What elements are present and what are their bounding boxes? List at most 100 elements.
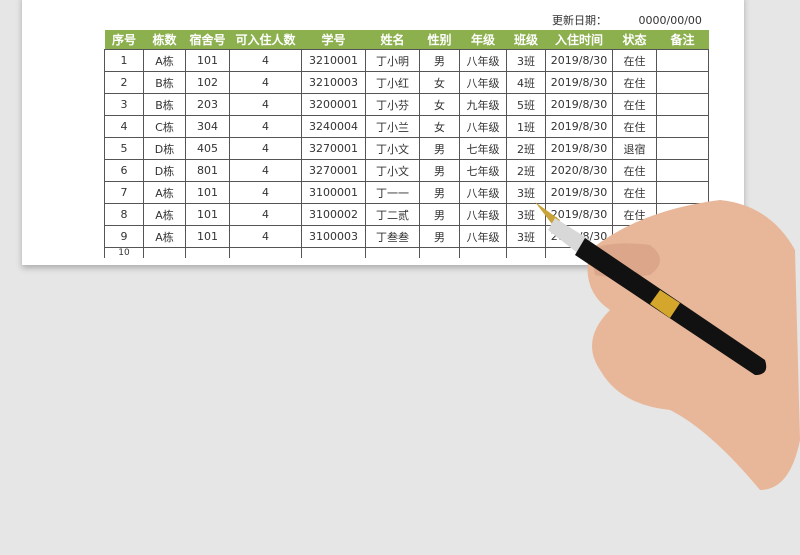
column-header[interactable]: 备注 xyxy=(656,30,709,50)
table-cell[interactable]: 3班 xyxy=(506,49,546,72)
table-cell[interactable]: 2019/8/30 xyxy=(545,49,613,72)
table-cell[interactable]: 2019/8/30 xyxy=(545,137,613,160)
table-cell[interactable]: 304 xyxy=(185,115,230,138)
table-cell[interactable]: 102 xyxy=(185,71,230,94)
table-cell[interactable]: 101 xyxy=(185,49,230,72)
table-cell[interactable]: 2020/8/30 xyxy=(545,159,613,182)
table-cell[interactable]: 4 xyxy=(229,159,302,182)
table-cell[interactable]: 在住 xyxy=(612,159,657,182)
column-header[interactable]: 可入住人数 xyxy=(229,30,302,50)
table-cell[interactable]: 3100001 xyxy=(301,181,366,204)
table-cell[interactable]: 101 xyxy=(185,181,230,204)
table-cell[interactable]: 退宿 xyxy=(612,137,657,160)
table-cell[interactable]: 在住 xyxy=(612,181,657,204)
table-cell[interactable]: 3100002 xyxy=(301,203,366,226)
table-cell[interactable]: 5 xyxy=(104,137,144,160)
table-cell[interactable]: 5班 xyxy=(506,93,546,116)
table-cell[interactable]: 在住 xyxy=(612,93,657,116)
table-cell[interactable]: 3 xyxy=(104,93,144,116)
table-cell[interactable]: 女 xyxy=(419,93,460,116)
table-cell[interactable] xyxy=(419,247,460,258)
table-cell[interactable]: 8 xyxy=(104,203,144,226)
table-cell[interactable]: 八年级 xyxy=(459,71,507,94)
table-cell[interactable]: 3200001 xyxy=(301,93,366,116)
table-cell[interactable]: 4 xyxy=(229,93,302,116)
table-cell[interactable]: 丁一一 xyxy=(365,181,420,204)
table-cell[interactable]: 女 xyxy=(419,115,460,138)
table-cell[interactable]: B栋 xyxy=(143,93,186,116)
column-header[interactable]: 年级 xyxy=(459,30,507,50)
table-cell[interactable] xyxy=(656,49,709,72)
table-cell[interactable]: 男 xyxy=(419,137,460,160)
table-cell[interactable]: 丁小文 xyxy=(365,137,420,160)
table-cell[interactable]: B栋 xyxy=(143,71,186,94)
column-header[interactable]: 状态 xyxy=(612,30,657,50)
table-cell[interactable]: 八年级 xyxy=(459,203,507,226)
table-cell[interactable] xyxy=(365,247,420,258)
table-cell[interactable]: 6 xyxy=(104,159,144,182)
table-cell[interactable]: 男 xyxy=(419,181,460,204)
table-cell[interactable] xyxy=(229,247,302,258)
table-cell[interactable]: 3270001 xyxy=(301,137,366,160)
table-cell[interactable]: 4 xyxy=(229,181,302,204)
table-cell[interactable]: 在住 xyxy=(612,115,657,138)
table-cell[interactable]: 2 xyxy=(104,71,144,94)
table-cell[interactable]: 7 xyxy=(104,181,144,204)
table-cell[interactable]: 男 xyxy=(419,225,460,248)
table-cell[interactable]: 405 xyxy=(185,137,230,160)
table-cell[interactable]: 3240004 xyxy=(301,115,366,138)
table-cell[interactable]: 2019/8/30 xyxy=(545,93,613,116)
table-cell[interactable]: 九年级 xyxy=(459,93,507,116)
table-cell[interactable]: 丁小兰 xyxy=(365,115,420,138)
column-header[interactable]: 姓名 xyxy=(365,30,420,50)
table-cell[interactable] xyxy=(459,247,507,258)
column-header[interactable]: 班级 xyxy=(506,30,546,50)
table-cell[interactable]: 丁小明 xyxy=(365,49,420,72)
table-cell[interactable]: 八年级 xyxy=(459,225,507,248)
table-cell[interactable]: 801 xyxy=(185,159,230,182)
table-cell[interactable]: 女 xyxy=(419,71,460,94)
table-cell[interactable]: 101 xyxy=(185,203,230,226)
column-header[interactable]: 宿舍号 xyxy=(185,30,230,50)
table-cell[interactable]: 3210003 xyxy=(301,71,366,94)
table-cell[interactable]: 丁小红 xyxy=(365,71,420,94)
table-cell[interactable]: 八年级 xyxy=(459,49,507,72)
table-cell[interactable]: 4 xyxy=(229,115,302,138)
table-cell[interactable]: A栋 xyxy=(143,181,186,204)
table-cell[interactable]: 4 xyxy=(229,49,302,72)
table-cell[interactable] xyxy=(656,137,709,160)
table-cell[interactable]: 3270001 xyxy=(301,159,366,182)
table-cell[interactable]: 9 xyxy=(104,225,144,248)
table-cell[interactable]: 1 xyxy=(104,49,144,72)
table-cell[interactable]: 男 xyxy=(419,49,460,72)
table-cell[interactable] xyxy=(656,93,709,116)
table-cell[interactable]: 2019/8/30 xyxy=(545,71,613,94)
table-cell[interactable]: 丁小文 xyxy=(365,159,420,182)
column-header[interactable]: 学号 xyxy=(301,30,366,50)
table-cell[interactable]: 4 xyxy=(229,203,302,226)
table-cell[interactable] xyxy=(301,247,366,258)
table-cell[interactable]: 3210001 xyxy=(301,49,366,72)
table-cell[interactable]: 4 xyxy=(229,225,302,248)
table-cell[interactable] xyxy=(656,115,709,138)
table-cell[interactable]: 2019/8/30 xyxy=(545,115,613,138)
table-cell[interactable] xyxy=(656,71,709,94)
table-cell[interactable]: 10 xyxy=(104,247,144,258)
table-cell[interactable]: A栋 xyxy=(143,49,186,72)
table-cell[interactable]: 男 xyxy=(419,203,460,226)
table-cell[interactable]: 4 xyxy=(104,115,144,138)
column-header[interactable]: 栋数 xyxy=(143,30,186,50)
table-cell[interactable]: A栋 xyxy=(143,225,186,248)
table-cell[interactable]: 2019/8/30 xyxy=(545,203,613,226)
table-cell[interactable]: 2班 xyxy=(506,159,546,182)
table-cell[interactable] xyxy=(143,247,186,258)
table-cell[interactable]: 2班 xyxy=(506,137,546,160)
column-header[interactable]: 序号 xyxy=(104,30,144,50)
table-cell[interactable]: 4班 xyxy=(506,71,546,94)
table-cell[interactable]: 丁叁叁 xyxy=(365,225,420,248)
table-cell[interactable] xyxy=(185,247,230,258)
table-cell[interactable]: 男 xyxy=(419,159,460,182)
table-cell[interactable]: D栋 xyxy=(143,159,186,182)
table-cell[interactable]: 3100003 xyxy=(301,225,366,248)
table-cell[interactable]: 在住 xyxy=(612,71,657,94)
